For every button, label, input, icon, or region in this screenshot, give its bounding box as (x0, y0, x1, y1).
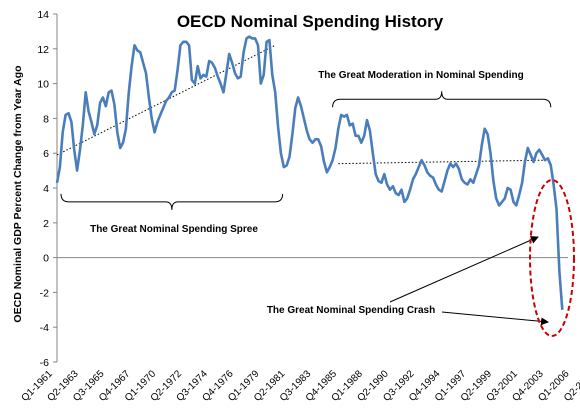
y-tick-label: 12 (37, 44, 49, 56)
y-tick-label: 0 (43, 253, 49, 265)
crash-arrow-lower (441, 311, 549, 326)
y-tick-label: 6 (43, 148, 49, 160)
nominal-gdp-line (55, 35, 564, 310)
y-tick-label: 2 (43, 218, 49, 230)
moderation-annotation: The Great Moderation in Nominal Spending (318, 70, 524, 81)
trend-line (338, 159, 546, 165)
y-tick-label: 14 (37, 9, 49, 21)
series (55, 35, 564, 310)
crash-arrow-upper (389, 236, 539, 303)
crash-annotation: The Great Nominal Spending Crash (267, 305, 435, 316)
y-tick-label: 4 (43, 183, 49, 195)
y-tick-label: 8 (43, 113, 49, 125)
crash-highlight-ellipse (529, 179, 575, 337)
spree-brace (60, 193, 284, 210)
annotations: The Great Nominal Spending Spree The Grea… (60, 70, 575, 337)
y-tick-label: -4 (40, 322, 49, 334)
spree-annotation: The Great Nominal Spending Spree (90, 224, 258, 235)
y-axis-label: OECD Nominal GDP Percent Change from Yea… (12, 65, 24, 322)
chart-title: OECD Nominal Spending History (177, 12, 444, 31)
moderation-brace (332, 91, 552, 108)
y-tick-label: 10 (37, 79, 49, 91)
trend-line (56, 44, 276, 156)
axes: -6-4-202468101214Q1-1961Q2-1963Q3-1965Q4… (20, 9, 580, 404)
y-tick-label: -2 (40, 287, 49, 299)
trendlines (56, 44, 546, 165)
y-tick-label: -6 (40, 357, 49, 369)
